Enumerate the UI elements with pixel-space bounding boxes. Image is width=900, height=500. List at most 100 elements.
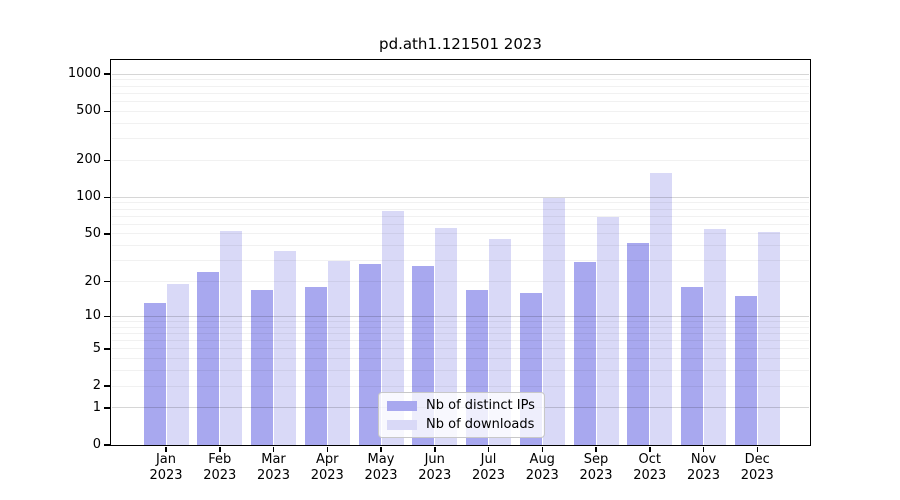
bar-downloads	[220, 230, 243, 445]
legend: Nb of distinct IPs Nb of downloads	[378, 392, 545, 438]
gridline-minor	[112, 385, 809, 387]
y-tick-label: 20	[84, 273, 101, 289]
bar-downloads	[274, 251, 296, 445]
gridline-minor	[112, 92, 809, 94]
y-tick	[104, 110, 111, 113]
y-tick-label: 10	[84, 308, 101, 324]
y-tick-label: 5	[92, 340, 101, 356]
y-tick	[104, 233, 111, 235]
y-tick-label: 50	[84, 225, 101, 241]
legend-label-distinct-ips: Nb of distinct IPs	[426, 398, 535, 413]
y-tick	[104, 348, 111, 350]
gridline-minor	[112, 215, 809, 217]
y-tick-label: 100	[76, 189, 101, 205]
x-tick-label: Oct 2023	[633, 452, 667, 483]
x-tick	[380, 446, 382, 452]
gridline-minor	[112, 101, 809, 103]
y-tick-label: 1	[92, 399, 101, 415]
x-tick	[326, 446, 328, 452]
x-tick-label: Mar 2023	[256, 452, 291, 483]
x-tick	[487, 446, 490, 452]
gridline-major	[112, 73, 809, 75]
bar-distinct-ips	[627, 243, 650, 445]
bar-distinct-ips	[304, 286, 327, 445]
x-tick	[595, 446, 597, 452]
x-tick-label: May 2023	[364, 452, 398, 483]
legend-label-downloads: Nb of downloads	[426, 417, 535, 432]
x-tick-label: Dec 2023	[740, 452, 774, 483]
gridline-minor	[112, 79, 809, 81]
x-tick	[702, 446, 705, 452]
bar-downloads	[381, 211, 404, 445]
bar-downloads	[166, 284, 189, 445]
gridline-minor	[112, 370, 809, 372]
gridline-minor	[112, 223, 809, 225]
y-tick	[104, 280, 111, 283]
y-tick-label: 500	[76, 103, 101, 119]
bar-downloads	[757, 231, 780, 445]
bar-downloads	[435, 227, 458, 445]
x-tick	[272, 446, 275, 452]
x-tick-label: Jun 2023	[418, 452, 452, 483]
bar-downloads	[650, 172, 673, 445]
y-tick-label: 2	[92, 378, 101, 394]
gridline-minor	[112, 245, 809, 247]
bar-distinct-ips	[143, 303, 166, 445]
y-tick	[104, 159, 111, 162]
gridline-minor	[112, 358, 809, 360]
y-tick	[104, 407, 111, 409]
gridline-minor	[112, 340, 809, 342]
x-tick-label: Jul 2023	[471, 452, 506, 483]
gridline-minor	[112, 85, 809, 87]
bar-downloads	[704, 228, 726, 445]
bar-distinct-ips	[358, 264, 381, 445]
bar-downloads	[596, 216, 619, 445]
x-tick	[165, 446, 167, 452]
x-tick	[756, 446, 758, 452]
bar-distinct-ips	[197, 272, 220, 445]
x-tick	[541, 446, 543, 452]
y-tick-label: 200	[76, 152, 101, 168]
gridline-minor	[112, 159, 809, 161]
legend-swatch-distinct-ips	[387, 400, 417, 411]
x-tick-label: Apr 2023	[310, 452, 344, 483]
gridline-minor	[112, 233, 809, 235]
gridline-minor	[112, 348, 809, 350]
gridline-major	[112, 315, 809, 317]
gridline-minor	[112, 260, 809, 262]
bar-distinct-ips	[251, 289, 273, 445]
bar-downloads	[542, 198, 565, 445]
legend-item-downloads: Nb of downloads	[387, 417, 544, 432]
bar-downloads	[327, 260, 350, 445]
gridline-major	[112, 196, 809, 198]
y-tick	[104, 315, 111, 318]
x-tick-label: Sep 2023	[579, 452, 613, 483]
gridline-minor	[112, 202, 809, 204]
bar-distinct-ips	[573, 262, 596, 445]
y-tick-label: 1000	[67, 66, 101, 82]
y-tick	[104, 444, 111, 446]
legend-item-distinct-ips: Nb of distinct IPs	[387, 398, 544, 413]
y-tick	[104, 73, 111, 75]
gridline-minor	[112, 110, 809, 112]
x-tick-label: Nov 2023	[686, 452, 721, 483]
y-tick-label: 0	[92, 437, 101, 452]
x-tick	[219, 446, 221, 452]
x-tick	[434, 446, 436, 452]
y-tick	[104, 196, 111, 199]
gridline-minor	[112, 208, 809, 210]
chart-title: pd.ath1.121501 2023	[379, 35, 542, 53]
y-tick	[104, 385, 111, 387]
gridline-minor	[112, 326, 809, 328]
legend-swatch-downloads	[387, 419, 417, 430]
x-tick-label: Feb 2023	[203, 452, 237, 483]
bar-distinct-ips	[681, 286, 703, 445]
x-tick-label: Aug 2023	[525, 452, 559, 483]
gridline-minor	[112, 320, 809, 322]
x-tick-label: Jan 2023	[149, 452, 183, 483]
gridline-minor	[112, 122, 809, 124]
gridline-minor	[112, 138, 809, 140]
bar-distinct-ips	[734, 296, 757, 445]
gridline-minor	[112, 281, 809, 283]
